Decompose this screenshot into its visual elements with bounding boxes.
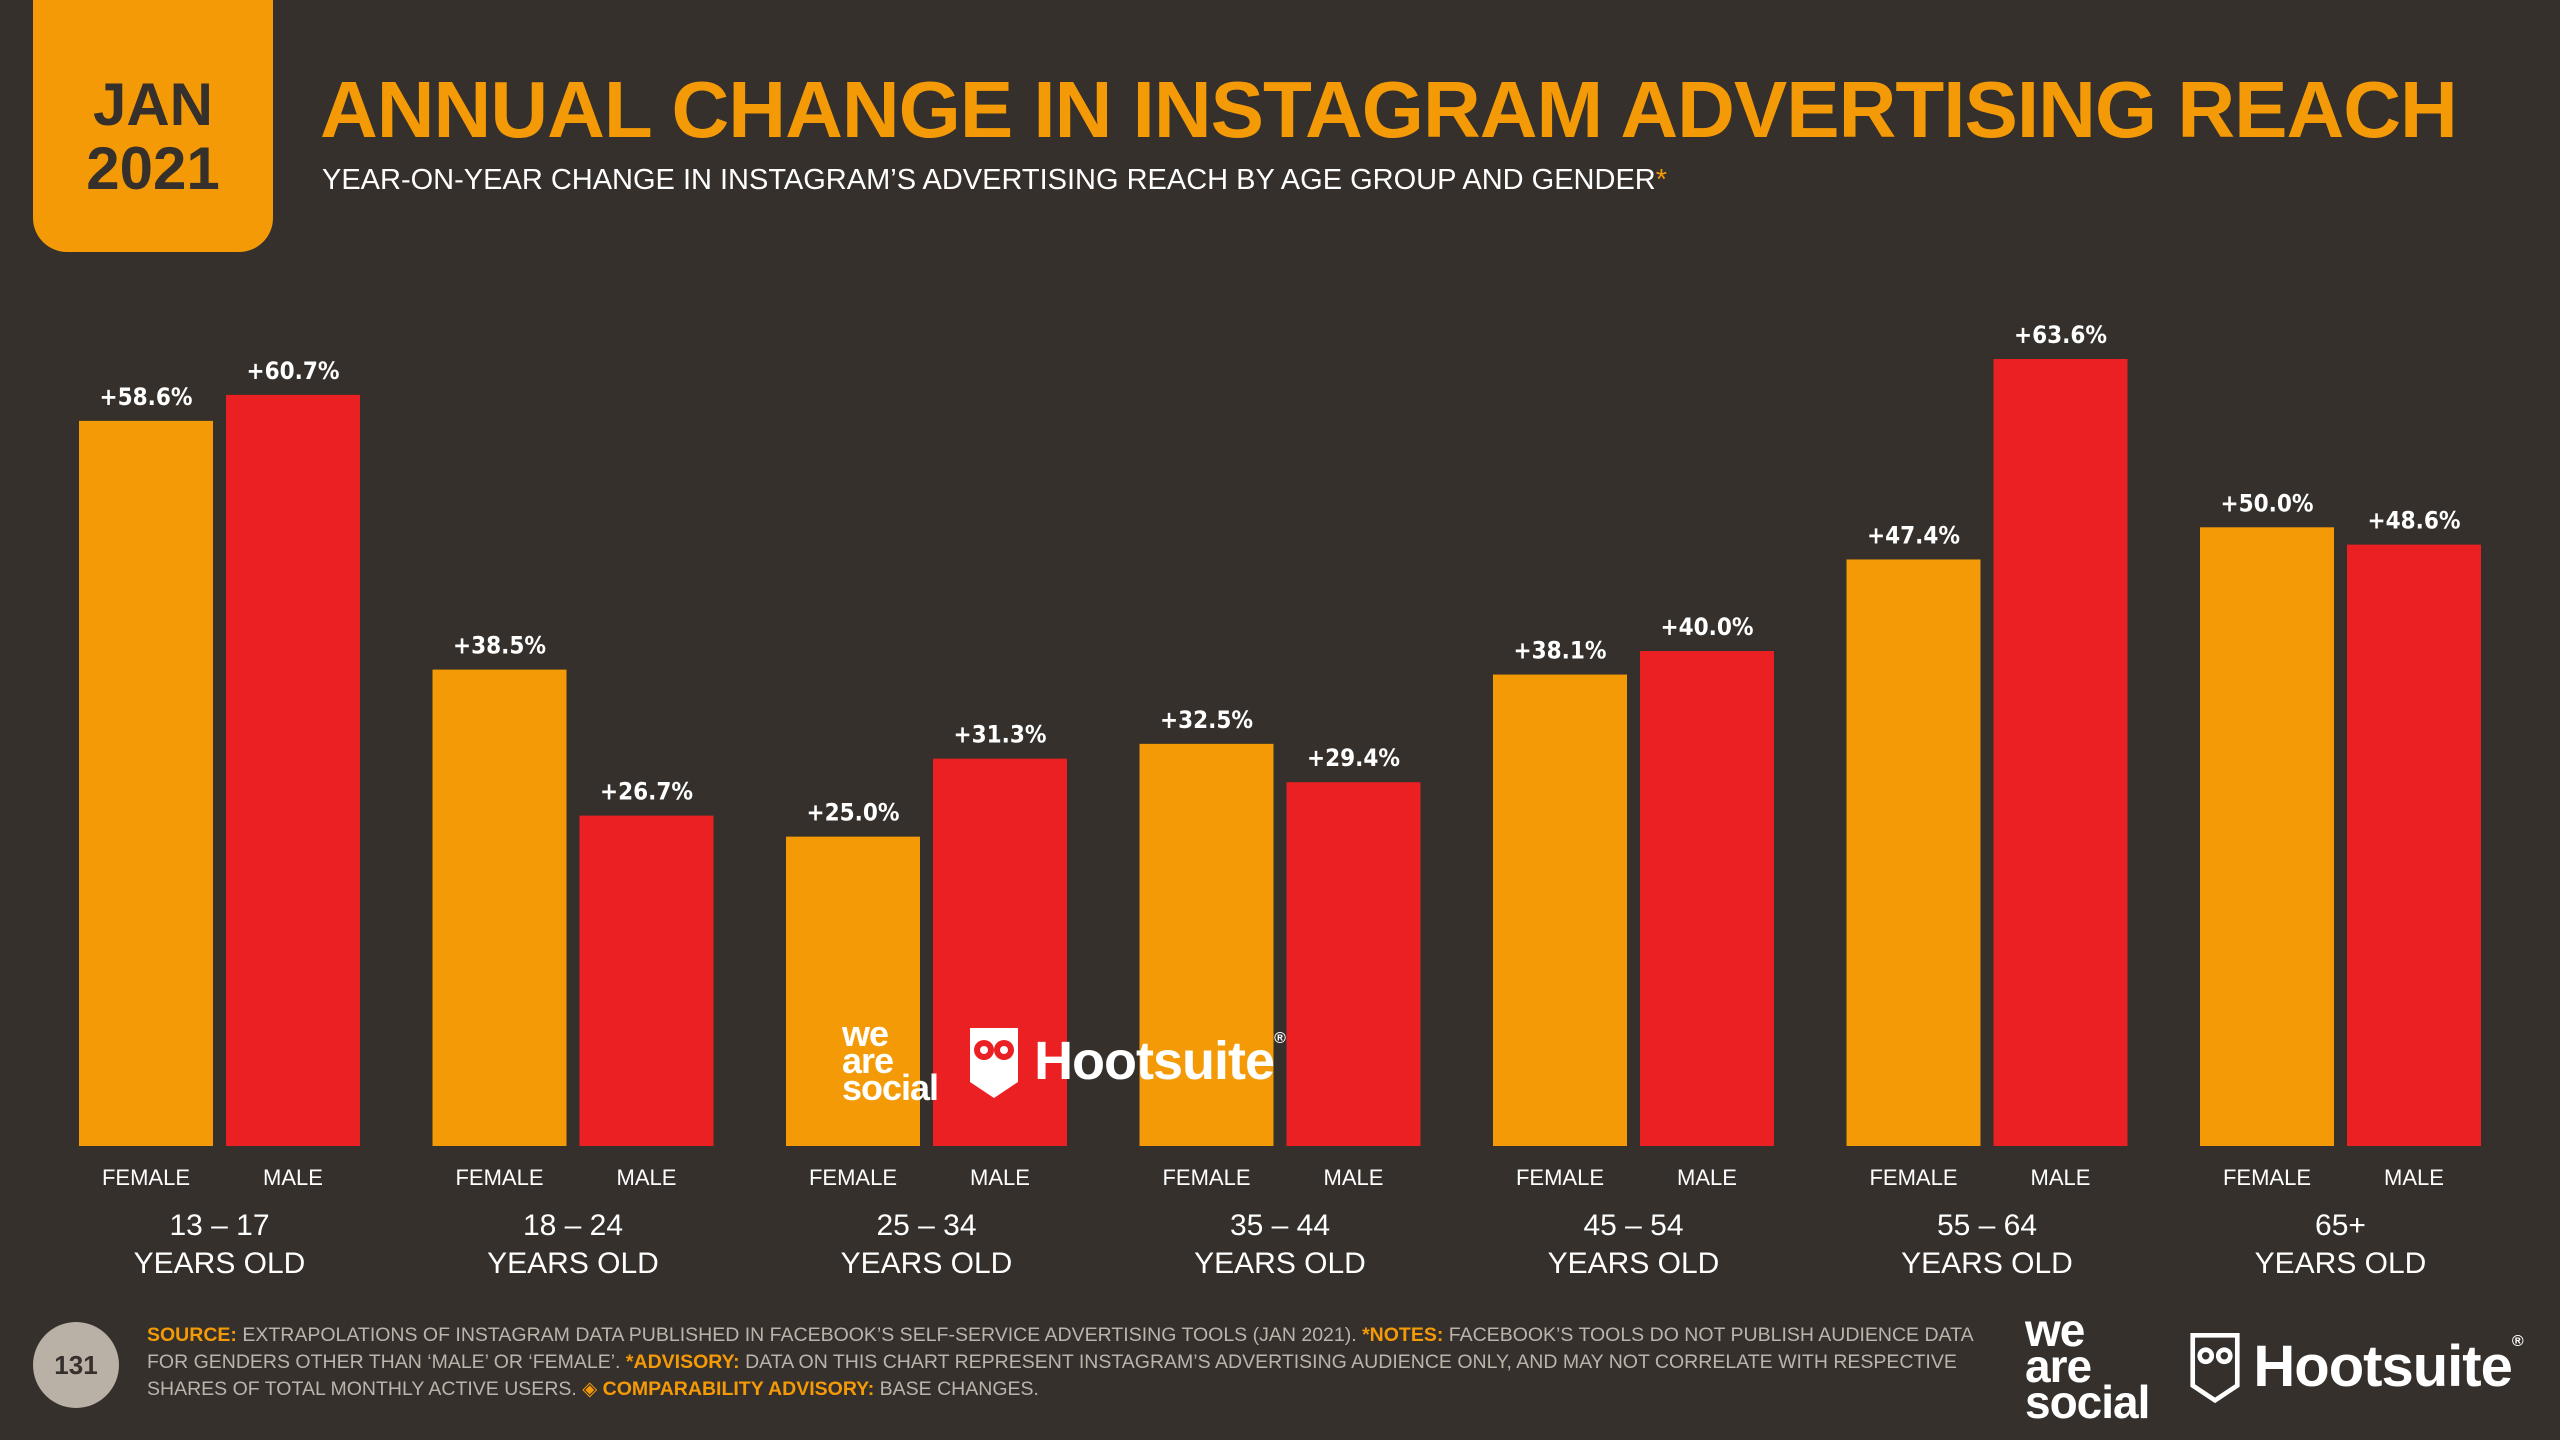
gender-label: FEMALE bbox=[1516, 1165, 1604, 1190]
date-badge: JAN 2021 bbox=[33, 0, 273, 252]
gender-label: FEMALE bbox=[102, 1165, 190, 1190]
subtitle-asterisk: * bbox=[1655, 164, 1668, 196]
date-month: JAN bbox=[92, 71, 214, 138]
gender-label: MALE bbox=[1677, 1165, 1737, 1190]
brand-logos: we are social Hootsuite® bbox=[2025, 1304, 2524, 1428]
data-label: +32.5% bbox=[1160, 706, 1253, 734]
data-label: +31.3% bbox=[954, 721, 1047, 749]
age-unit-label: YEARS OLD bbox=[1548, 1247, 1720, 1280]
gender-label: FEMALE bbox=[1869, 1165, 1957, 1190]
source-notes: SOURCE: EXTRAPOLATIONS OF INSTAGRAM DATA… bbox=[147, 1324, 1973, 1400]
age-unit-label: YEARS OLD bbox=[1194, 1247, 1366, 1280]
gender-label: MALE bbox=[970, 1165, 1030, 1190]
data-label: +26.7% bbox=[600, 778, 693, 806]
hootsuite-logo: Hootsuite® bbox=[966, 1022, 1286, 1100]
age-unit-label: YEARS OLD bbox=[841, 1247, 1013, 1280]
bar-male-5 bbox=[1993, 359, 2128, 1146]
bar-male-3 bbox=[1286, 782, 1421, 1146]
gender-label: FEMALE bbox=[2223, 1165, 2311, 1190]
bar-male-1 bbox=[579, 815, 714, 1146]
age-unit-label: YEARS OLD bbox=[1901, 1247, 2073, 1280]
date-year: 2021 bbox=[86, 135, 220, 202]
chart-watermark: we are social Hootsuite® bbox=[842, 1013, 1286, 1108]
hootsuite-footer-logo: Hootsuite® bbox=[2189, 1329, 2524, 1403]
gender-label: FEMALE bbox=[809, 1165, 897, 1190]
age-range-label: 13 – 17 bbox=[169, 1209, 269, 1242]
bar-female-4 bbox=[1493, 674, 1627, 1146]
bar-male-0 bbox=[226, 394, 360, 1146]
data-label: +60.7% bbox=[247, 357, 340, 385]
data-label: +48.6% bbox=[2368, 507, 2461, 535]
bar-female-1 bbox=[432, 669, 567, 1146]
data-label: +58.6% bbox=[100, 383, 193, 411]
age-unit-label: YEARS OLD bbox=[2255, 1247, 2427, 1280]
data-label: +47.4% bbox=[1867, 521, 1960, 549]
age-range-label: 45 – 54 bbox=[1583, 1209, 1683, 1242]
age-range-label: 65+ bbox=[2315, 1209, 2366, 1242]
we-are-social-logo: we are social bbox=[842, 1013, 939, 1108]
data-label: +40.0% bbox=[1661, 613, 1754, 641]
age-range-label: 55 – 64 bbox=[1937, 1209, 2037, 1242]
owl-footer-icon bbox=[2190, 1333, 2241, 1403]
data-label: +38.1% bbox=[1514, 637, 1607, 665]
bar-female-6 bbox=[2200, 527, 2334, 1146]
page-title: ANNUAL CHANGE IN INSTAGRAM ADVERTISING R… bbox=[320, 65, 2458, 154]
page-number: 131 bbox=[33, 1322, 119, 1408]
data-label: +25.0% bbox=[807, 799, 900, 827]
data-label: +63.6% bbox=[2014, 321, 2107, 349]
owl-icon bbox=[970, 1027, 1019, 1098]
gender-label: MALE bbox=[2384, 1165, 2444, 1190]
we-are-social-footer-logo: we are social bbox=[2025, 1304, 2150, 1428]
data-label: +29.4% bbox=[1307, 744, 1400, 772]
gender-label: MALE bbox=[617, 1165, 677, 1190]
gender-label: FEMALE bbox=[1162, 1165, 1250, 1190]
bar-female-2 bbox=[786, 836, 920, 1146]
bar-female-3 bbox=[1139, 743, 1274, 1146]
age-unit-label: YEARS OLD bbox=[134, 1247, 306, 1280]
bar-female-0 bbox=[79, 420, 213, 1146]
diamond-icon: ◈ bbox=[582, 1378, 598, 1400]
gender-label: MALE bbox=[2031, 1165, 2091, 1190]
data-label: +50.0% bbox=[2221, 489, 2314, 517]
bar-chart: +58.6% FEMALE +60.7% MALE 13 – 17 YEARS OLD +3… bbox=[79, 321, 2481, 1280]
gender-label: MALE bbox=[263, 1165, 323, 1190]
age-range-label: 25 – 34 bbox=[876, 1209, 976, 1242]
gender-label: FEMALE bbox=[455, 1165, 543, 1190]
age-range-label: 35 – 44 bbox=[1230, 1209, 1330, 1242]
bar-male-4 bbox=[1640, 651, 1774, 1146]
age-unit-label: YEARS OLD bbox=[487, 1247, 659, 1280]
bar-female-5 bbox=[1846, 559, 1981, 1146]
age-range-label: 18 – 24 bbox=[523, 1209, 623, 1242]
data-label: +38.5% bbox=[453, 632, 546, 660]
bar-male-6 bbox=[2347, 544, 2481, 1146]
subtitle-text: YEAR-ON-YEAR CHANGE IN INSTAGRAM’S ADVER… bbox=[322, 164, 1656, 196]
page-subtitle: YEAR-ON-YEAR CHANGE IN INSTAGRAM’S ADVER… bbox=[322, 162, 1667, 198]
gender-label: MALE bbox=[1324, 1165, 1384, 1190]
